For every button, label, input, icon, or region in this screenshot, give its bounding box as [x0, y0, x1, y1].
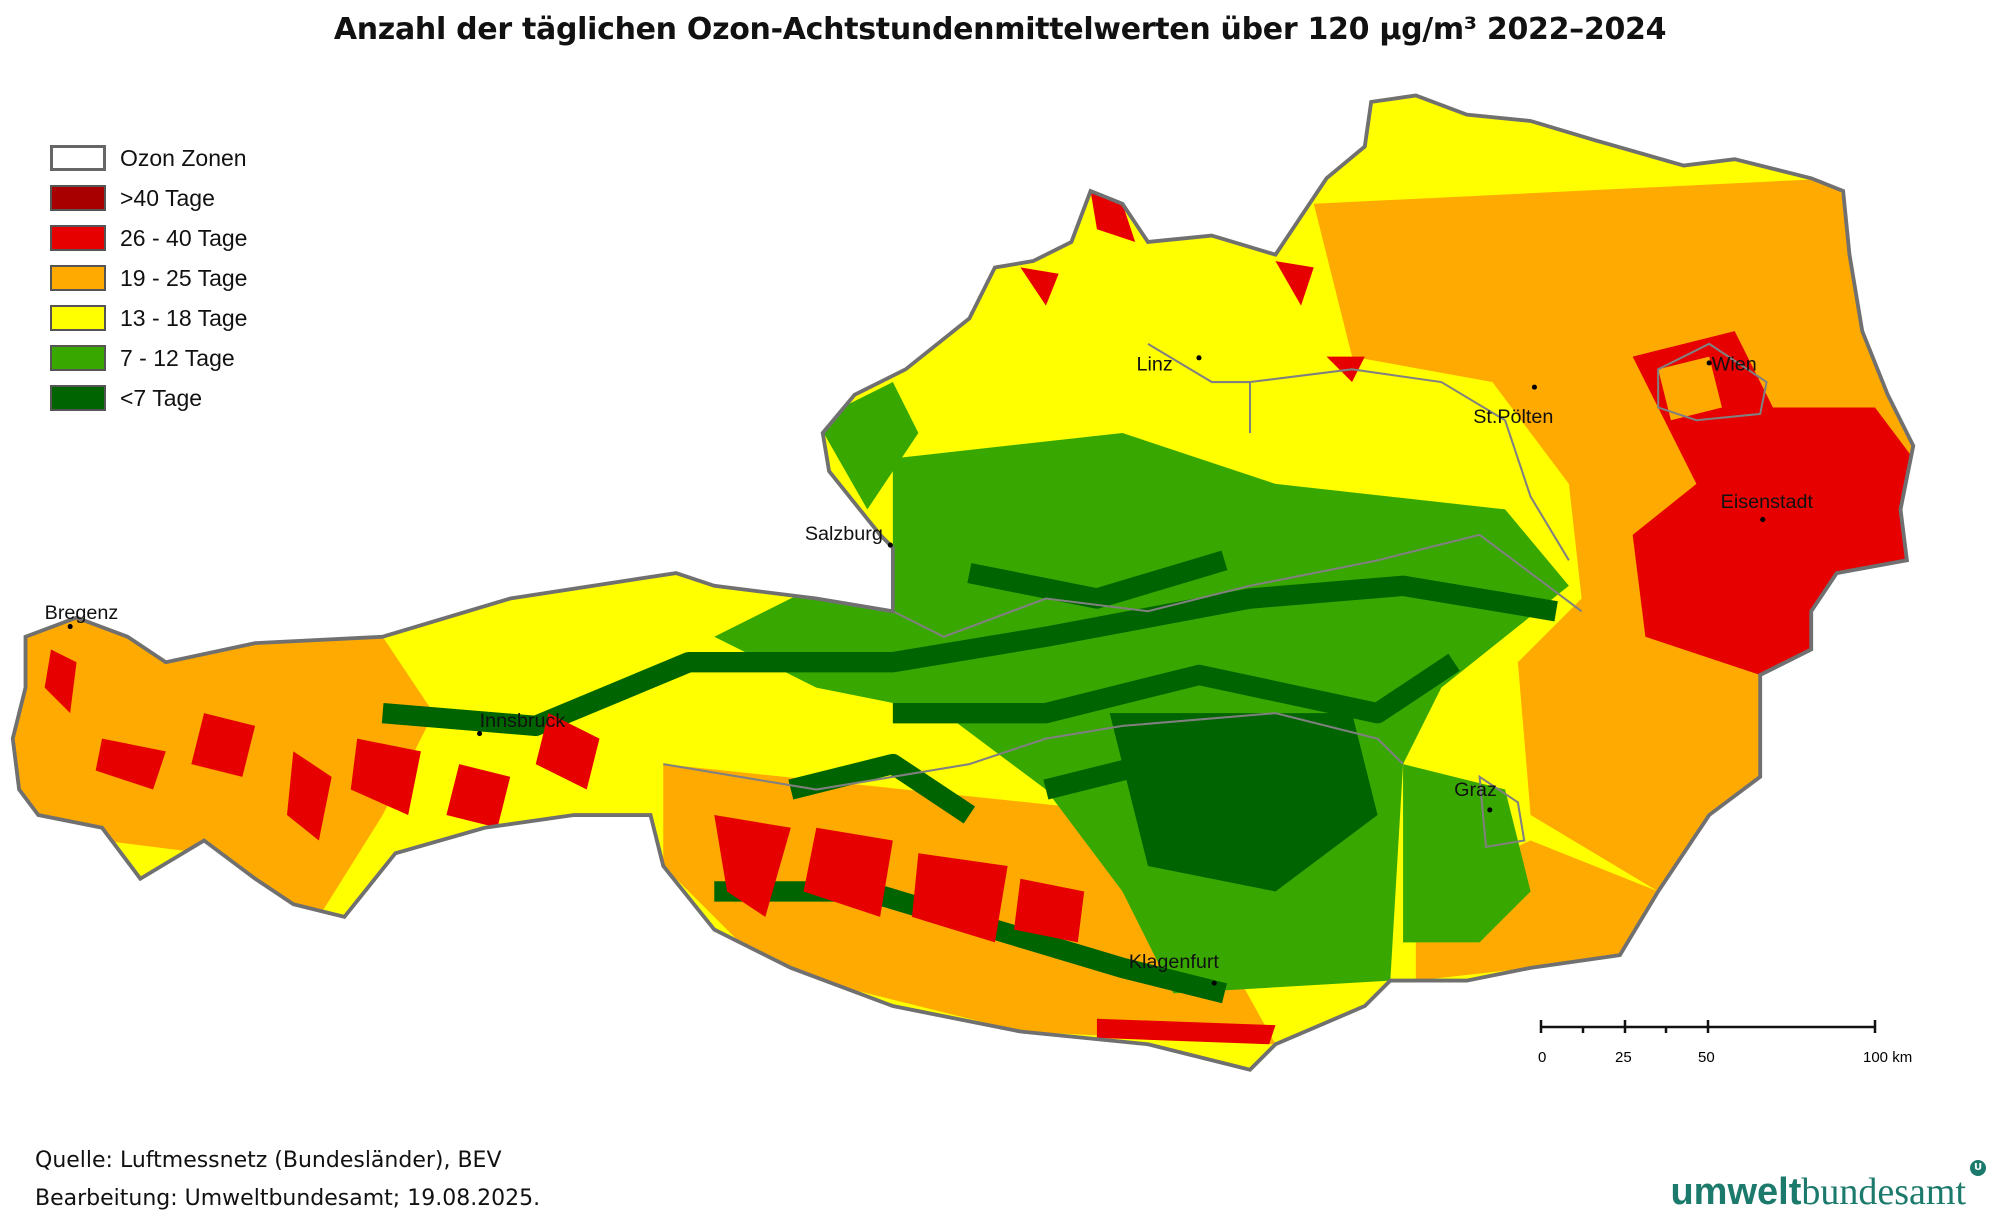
legend-item: >40 Tage — [50, 184, 215, 212]
city-dot-wien — [1706, 360, 1712, 366]
city-wien: Wien — [1712, 354, 1757, 376]
zone-7-12-north — [816, 382, 919, 510]
map-title: Anzahl der täglichen Ozon-Achtstundenmit… — [333, 12, 1667, 47]
city-dot-st-poelten — [1531, 384, 1537, 390]
legend-swatch — [50, 145, 106, 171]
umweltbundesamt-logo-group: umweltbundesamt U — [1670, 1160, 1986, 1215]
city-dot-graz — [1487, 807, 1493, 813]
logo-mark-icon: U — [1970, 1160, 1986, 1176]
legend-item: 13 - 18 Tage — [50, 304, 247, 332]
city-dot-bregenz — [67, 624, 73, 630]
legend-label: 13 - 18 Tage — [120, 304, 248, 331]
city-labels: Bregenz Innsbruck Salzburg Linz St.Pölte… — [45, 354, 1814, 986]
processing-note: Bearbeitung: Umweltbundesamt; 19.08.2025… — [35, 1186, 541, 1211]
legend-swatch — [50, 385, 106, 411]
legend-label: <7 Tage — [120, 384, 203, 411]
source-note: Quelle: Luftmessnetz (Bundesländer), BEV — [35, 1148, 502, 1173]
ozone-zone-borders — [663, 342, 1768, 849]
legend-item: <7 Tage — [50, 384, 202, 412]
zone-vienna — [1658, 356, 1722, 421]
legend-swatch — [50, 225, 106, 251]
scale-tick-25: 25 — [1615, 1049, 1632, 1066]
city-dot-eisenstadt — [1760, 517, 1766, 523]
legend-label: Ozon Zonen — [120, 144, 247, 171]
legend-swatch — [50, 185, 106, 211]
legend-item: 7 - 12 Tage — [50, 344, 235, 372]
scale-tick-100km: 100 km — [1863, 1049, 1912, 1066]
legend-label: >40 Tage — [120, 184, 215, 211]
city-graz: Graz — [1454, 779, 1497, 801]
city-dot-linz — [1196, 355, 1202, 361]
logo-text-umwelt: umwelt — [1670, 1171, 1802, 1213]
legend-swatch — [50, 345, 106, 371]
legend-swatch — [50, 265, 106, 291]
legend-label: 19 - 25 Tage — [120, 264, 248, 291]
zone-7-12-graz — [1403, 764, 1531, 943]
city-linz: Linz — [1136, 354, 1172, 376]
city-innsbruck: Innsbruck — [480, 710, 566, 732]
city-bregenz: Bregenz — [45, 602, 119, 624]
legend-swatch — [50, 305, 106, 331]
city-dot-klagenfurt — [1211, 980, 1217, 986]
legend-item: 19 - 25 Tage — [50, 264, 247, 292]
city-salzburg: Salzburg — [805, 523, 883, 545]
zone-7-12-central — [714, 432, 1569, 994]
scale-bar: 0 25 50 100 km — [1538, 1020, 1912, 1066]
zone-26-40-alpine — [44, 191, 1365, 1045]
scale-bar-line — [1539, 1020, 1877, 1033]
zone-under-7-styria — [1109, 713, 1378, 892]
city-dot-salzburg — [887, 542, 893, 548]
austria-border — [10, 93, 1916, 1072]
scale-tick-50: 50 — [1698, 1049, 1715, 1066]
city-st-poelten: St.Pölten — [1473, 406, 1553, 428]
legend-label: 26 - 40 Tage — [120, 224, 248, 251]
legend-label: 7 - 12 Tage — [120, 344, 235, 371]
city-dot-innsbruck — [477, 730, 483, 737]
scale-tick-0: 0 — [1538, 1049, 1546, 1066]
city-klagenfurt: Klagenfurt — [1129, 951, 1220, 973]
city-eisenstadt: Eisenstadt — [1721, 491, 1814, 513]
logo-text-bundesamt: bundesamt — [1801, 1171, 1966, 1213]
umweltbundesamt-logo: umweltbundesamt — [1670, 1168, 1966, 1215]
legend-item: Ozon Zonen — [50, 144, 247, 172]
legend-item: 26 - 40 Tage — [50, 224, 247, 252]
